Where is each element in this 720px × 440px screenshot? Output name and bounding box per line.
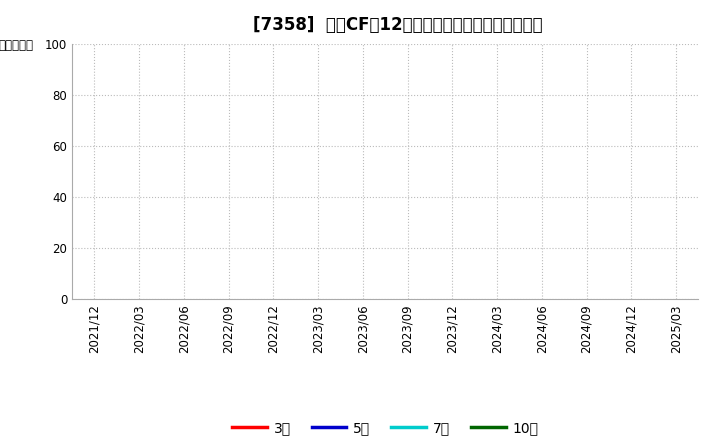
Legend: 3年, 5年, 7年, 10年: 3年, 5年, 7年, 10年 xyxy=(226,415,544,440)
Y-axis label: （百万円）: （百万円） xyxy=(0,39,33,52)
Title: [7358]  投資CFの12か月移動合計の標準偏差の推移: [7358] 投資CFの12か月移動合計の標準偏差の推移 xyxy=(253,16,543,34)
